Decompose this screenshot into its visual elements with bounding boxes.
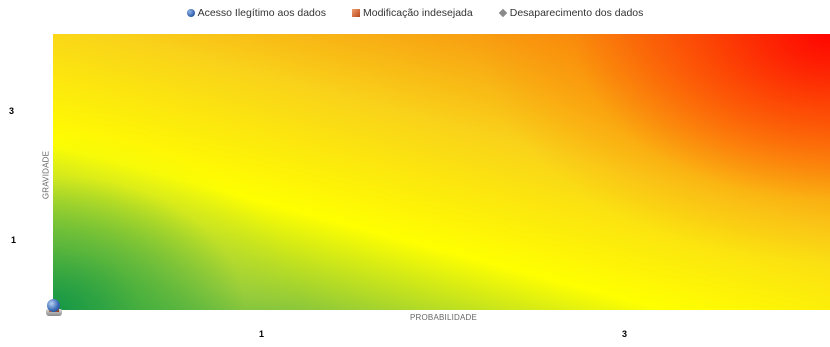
data-point-desaparecimento [46,309,62,316]
legend-diamond-icon [498,8,507,18]
chart-legend: Acesso Ilegítimo aos dados Modificação i… [0,6,830,20]
y-tick-label-3: 3 [9,106,15,116]
legend-square-icon [351,9,360,17]
plot-area-heatmap [53,34,830,310]
heatmap-green-zone [53,34,830,310]
legend-label-desaparecimento: Desaparecimento dos dados [509,7,644,19]
legend-circle-icon [186,9,195,17]
y-tick-label-1: 1 [11,235,17,245]
data-point-acesso [47,299,60,312]
legend-label-modificacao: Modificação indesejada [362,7,473,19]
legend-item-modificacao: Modificação indesejada [351,6,473,20]
legend-item-acesso: Acesso Ilegítimo aos dados [186,6,326,20]
x-tick-label-3: 3 [622,329,628,339]
y-axis-label: GRAVIDADE [41,150,51,200]
x-axis-label: PROBABILIDADE [410,313,478,322]
legend-label-acesso: Acesso Ilegítimo aos dados [197,7,326,19]
legend-item-desaparecimento: Desaparecimento dos dados [498,6,644,20]
data-point-cluster-origin [45,299,63,317]
x-tick-label-1: 1 [259,329,265,339]
